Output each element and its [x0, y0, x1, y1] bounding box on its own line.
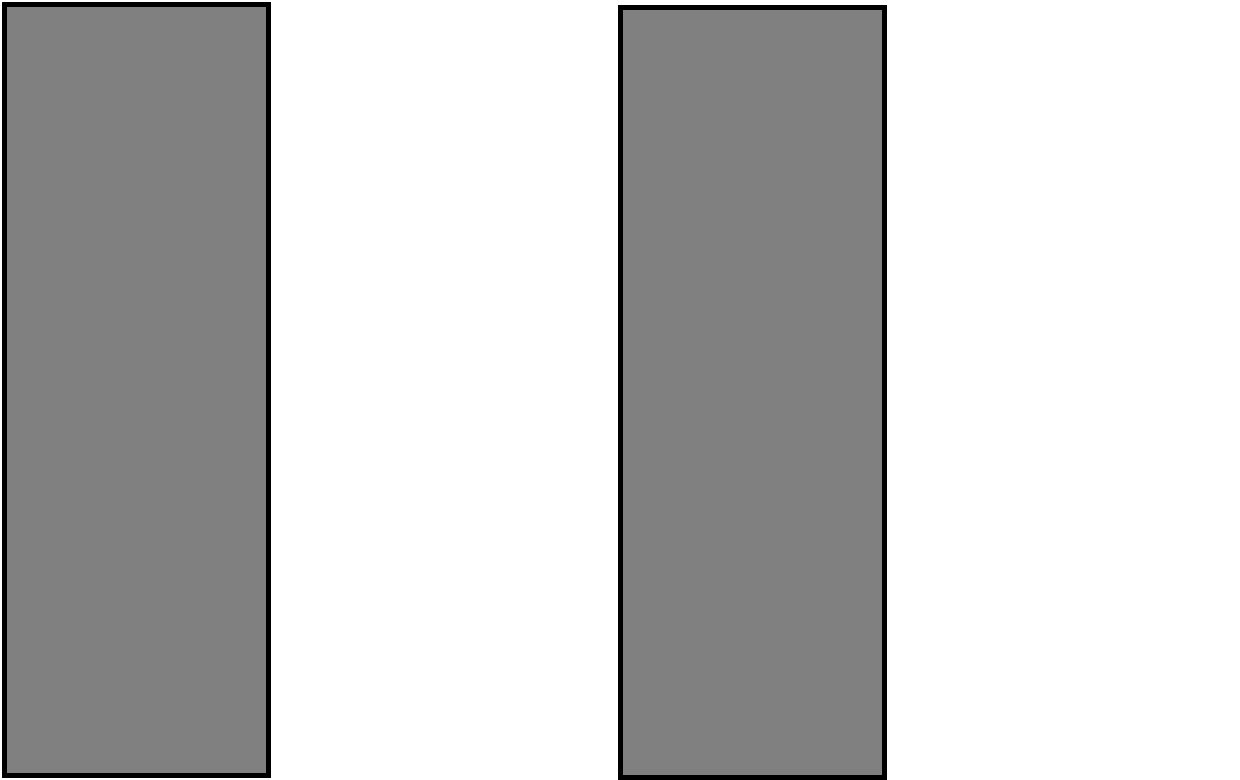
left-panel	[2, 2, 271, 778]
right-panel	[618, 5, 887, 780]
